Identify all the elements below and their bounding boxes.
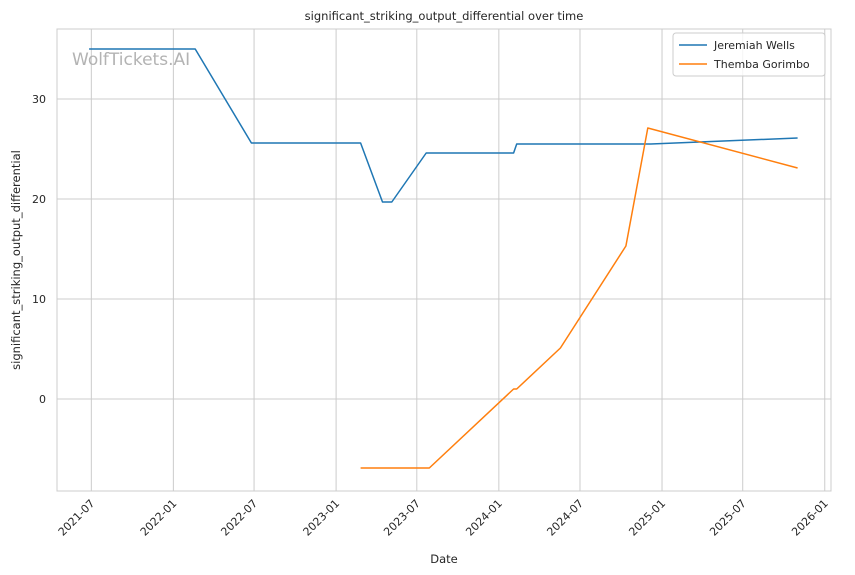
y-axis-title: significant_striking_output_differential xyxy=(9,150,23,370)
legend-label-themba-gorimbo: Themba Gorimbo xyxy=(713,58,810,71)
legend-label-jeremiah-wells: Jeremiah Wells xyxy=(713,39,795,52)
x-axis-title: Date xyxy=(430,552,458,566)
chart-title: significant_striking_output_differential… xyxy=(305,9,584,23)
series-line-themba-gorimbo xyxy=(360,127,798,469)
plot-area-frame xyxy=(56,28,832,492)
y-tick-label: 30 xyxy=(32,93,46,106)
grid-lines xyxy=(57,29,831,491)
series-line-jeremiah-wells xyxy=(89,48,798,203)
series-lines xyxy=(89,48,798,469)
y-tick-label: 20 xyxy=(32,193,46,206)
legend-box xyxy=(672,32,826,77)
legend: Jeremiah Wells Themba Gorimbo xyxy=(672,32,826,77)
y-tick-label: 10 xyxy=(32,293,46,306)
watermark: WolfTickets.AI xyxy=(72,50,190,70)
y-tick-label: 0 xyxy=(39,393,46,406)
